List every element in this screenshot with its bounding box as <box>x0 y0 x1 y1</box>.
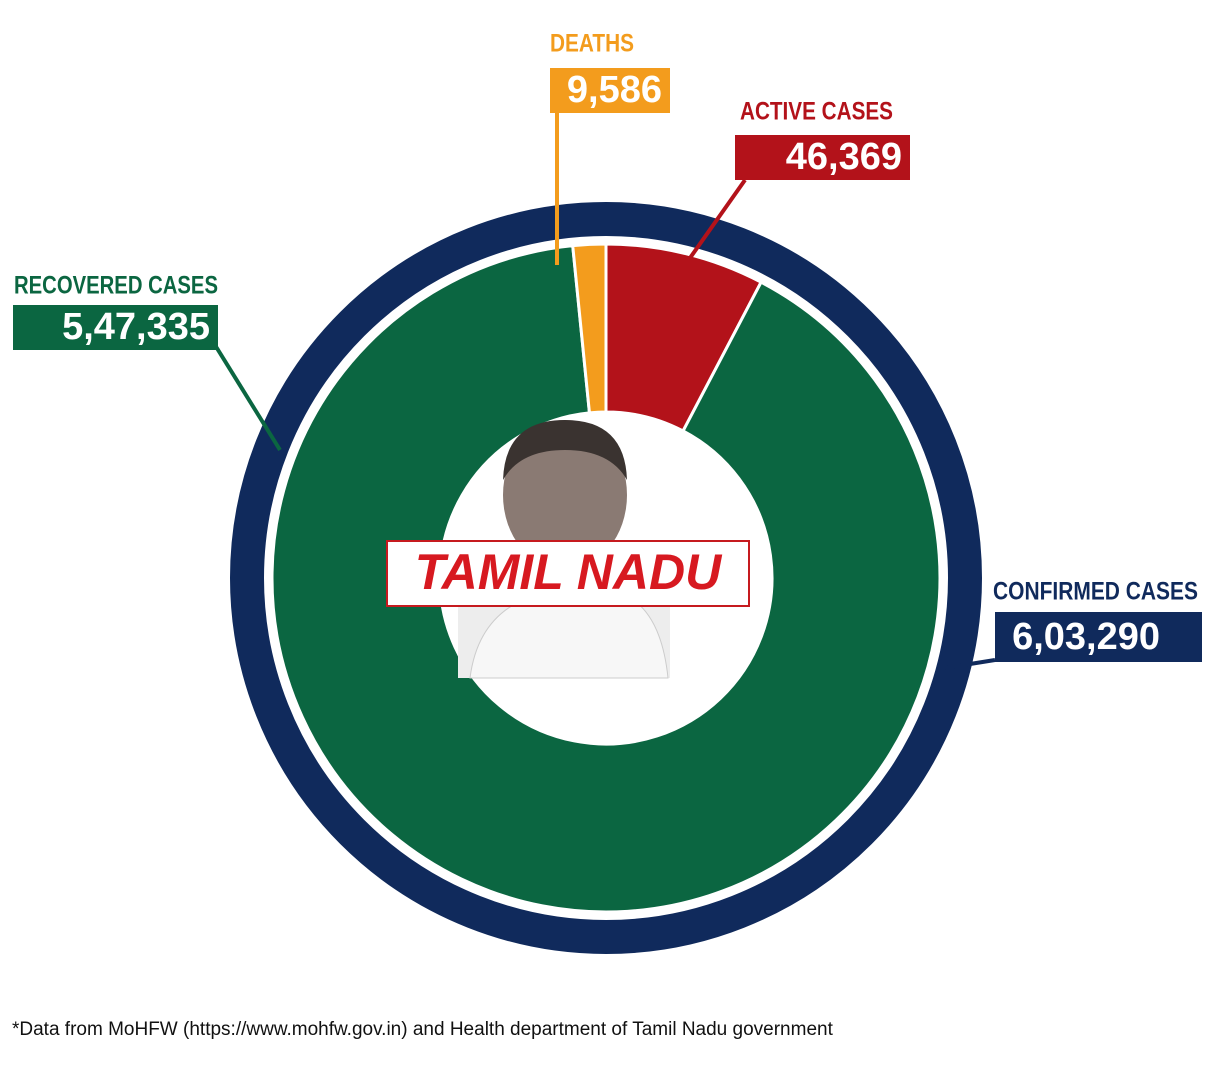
value-box <box>550 68 670 113</box>
leader-line <box>944 658 996 670</box>
segment-name: RECOVERED CASES <box>14 272 218 300</box>
footnote: *Data from MoHFW (https://www.mohfw.gov.… <box>12 1019 834 1040</box>
value-box <box>735 135 910 180</box>
value-box <box>13 305 218 350</box>
total-name: CONFIRMED CASES <box>993 578 1198 606</box>
portrait <box>458 420 670 679</box>
title-box <box>386 540 750 607</box>
chart-title: TAMIL NADU <box>415 544 723 600</box>
segment-name: DEATHS <box>550 30 634 58</box>
total-value-label: 6,03,290 <box>1012 616 1160 658</box>
leader-line <box>676 178 747 277</box>
donut-segment <box>270 244 942 914</box>
value-box <box>995 612 1202 662</box>
total-ring <box>230 202 982 954</box>
value-label: 46,369 <box>786 136 902 178</box>
value-label: 9,586 <box>567 69 662 111</box>
portrait-head <box>503 420 627 570</box>
portrait-hair <box>503 420 627 480</box>
value-label: 5,47,335 <box>62 306 210 348</box>
leader-line <box>213 343 282 452</box>
donut-segment <box>571 242 608 415</box>
segment-name: ACTIVE CASES <box>740 98 893 126</box>
